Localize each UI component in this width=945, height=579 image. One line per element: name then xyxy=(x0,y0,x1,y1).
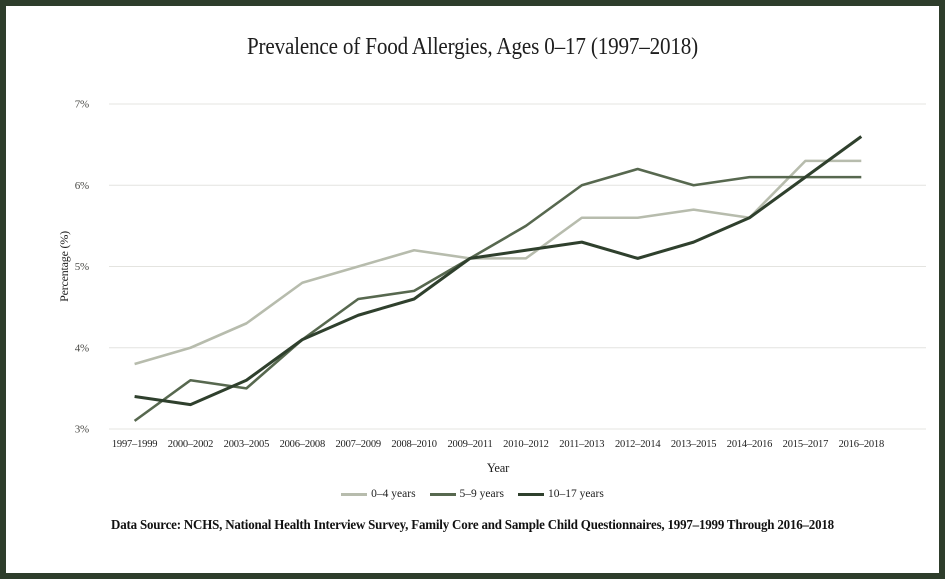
legend-label: 5–9 years xyxy=(459,488,504,500)
legend-swatch xyxy=(517,492,544,496)
svg-text:2003–2005: 2003–2005 xyxy=(224,439,269,450)
svg-text:2008–2010: 2008–2010 xyxy=(391,439,436,450)
legend-swatch xyxy=(429,492,456,496)
legend-item: 0–4 years xyxy=(341,488,416,500)
svg-text:2016–2018: 2016–2018 xyxy=(839,439,884,450)
legend-item: 5–9 years xyxy=(429,488,504,500)
svg-text:2014–2016: 2014–2016 xyxy=(727,439,772,450)
legend-item: 10–17 years xyxy=(517,488,604,500)
legend-label: 10–17 years xyxy=(547,488,604,500)
data-source-note: Data Source: NCHS, National Health Inter… xyxy=(111,517,834,532)
svg-text:2000–2002: 2000–2002 xyxy=(168,439,213,450)
legend-swatch xyxy=(341,492,368,496)
svg-text:Percentage (%): Percentage (%) xyxy=(57,231,71,302)
legend-label: 0–4 years xyxy=(371,488,416,500)
svg-text:6%: 6% xyxy=(75,180,89,192)
svg-text:7%: 7% xyxy=(75,99,89,111)
svg-text:2010–2012: 2010–2012 xyxy=(503,439,548,450)
svg-text:2012–2014: 2012–2014 xyxy=(615,439,661,450)
chart-title: Prevalence of Food Allergies, Ages 0–17 … xyxy=(246,34,699,60)
svg-text:1997–1999: 1997–1999 xyxy=(112,439,157,450)
svg-text:5%: 5% xyxy=(75,261,89,273)
svg-text:Year: Year xyxy=(487,461,510,475)
line-chart: 3% 4% 5% 6% 7% 1997–1999 2000–2002 2003–2005 200… xyxy=(57,99,926,475)
svg-text:2015–2017: 2015–2017 xyxy=(783,439,828,450)
svg-text:2011–2013: 2011–2013 xyxy=(559,439,604,450)
svg-text:2013–2015: 2013–2015 xyxy=(671,439,716,450)
svg-text:2009–2011: 2009–2011 xyxy=(447,439,492,450)
svg-text:2006–2008: 2006–2008 xyxy=(280,439,325,450)
svg-text:3%: 3% xyxy=(75,424,89,436)
svg-text:4%: 4% xyxy=(75,342,89,354)
svg-text:2007–2009: 2007–2009 xyxy=(335,439,380,450)
chart-legend: 0–4 years 5–9 years 10–17 years xyxy=(6,488,939,500)
